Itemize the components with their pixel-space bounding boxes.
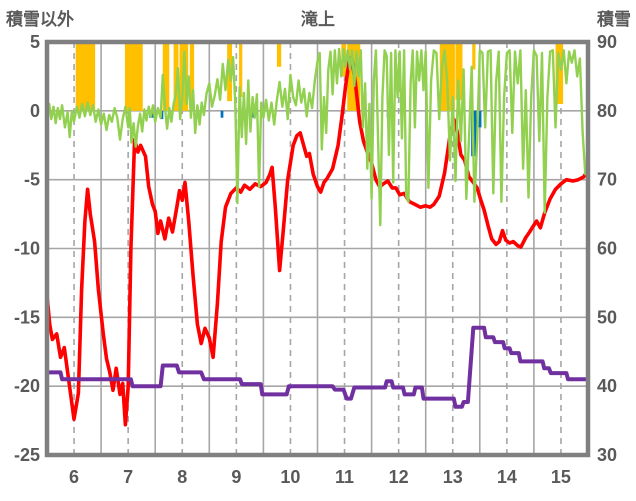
x-axis-tick: 13 (443, 467, 463, 487)
right-axis-tick: 90 (597, 32, 617, 52)
left-axis-title: 積雪以外 (6, 10, 74, 29)
x-axis-tick: 8 (177, 467, 187, 487)
left-axis-tick: 5 (30, 32, 40, 52)
right-axis-title: 積雪 (597, 10, 631, 29)
right-axis-tick: 80 (597, 101, 617, 121)
sunshine-bar (472, 42, 476, 70)
chart-title: 滝上 (301, 10, 335, 29)
x-axis-tick: 15 (551, 467, 571, 487)
sunshine-bar (239, 42, 243, 98)
left-axis-tick: -15 (14, 307, 40, 327)
sunshine-bar (555, 42, 564, 104)
right-axis-tick: 30 (597, 445, 617, 465)
x-axis-tick: 11 (335, 467, 354, 487)
precipitation-bar (477, 110, 482, 128)
right-axis-tick: 50 (597, 307, 617, 327)
sunshine-bar (189, 42, 195, 104)
right-axis-tick: 60 (597, 239, 617, 259)
precipitation-bar (251, 110, 255, 118)
sunshine-bar (455, 42, 463, 100)
x-axis-tick: 7 (123, 467, 133, 487)
x-axis-tick: 12 (389, 467, 409, 487)
right-axis-tick: 40 (597, 376, 617, 396)
left-axis-tick: -25 (14, 445, 40, 465)
series-purple-snow-depth-line (46, 325, 589, 409)
x-axis-tick: 14 (497, 467, 517, 487)
sunshine-bar (124, 42, 143, 111)
left-axis-tick: -20 (14, 376, 40, 396)
x-axis-tick: 9 (231, 467, 241, 487)
left-axis-tick: -5 (24, 170, 40, 190)
sunshine-bar (162, 42, 170, 111)
series-green-series-line (46, 47, 589, 227)
precipitation-bar (220, 110, 224, 118)
left-axis-tick: 0 (30, 101, 40, 121)
sunshine-bar (75, 42, 96, 111)
right-axis-tick: 70 (597, 170, 617, 190)
x-axis-tick: 6 (69, 467, 79, 487)
sunshine-bar (173, 42, 179, 111)
left-axis-tick: -10 (14, 239, 40, 259)
x-axis-tick: 10 (280, 467, 300, 487)
sunshine-bar (276, 42, 282, 67)
plot-border (44, 39, 591, 458)
series-red-temperature-line (46, 55, 589, 427)
